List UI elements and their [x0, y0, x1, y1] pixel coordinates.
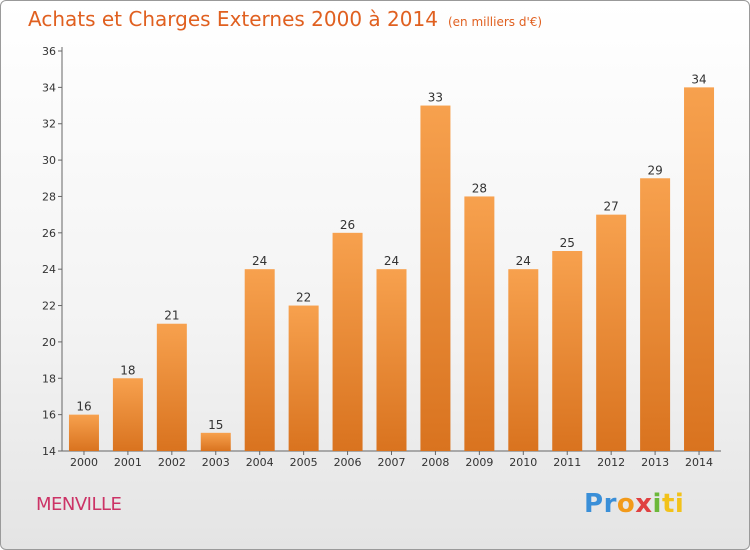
bar-2008 — [420, 105, 451, 451]
data-label: 25 — [560, 236, 575, 250]
y-tick-label: 22 — [42, 300, 56, 313]
logo-letter: r — [603, 489, 617, 519]
x-tick-label: 2012 — [597, 456, 625, 469]
y-tick-label: 36 — [42, 45, 56, 58]
data-label: 27 — [604, 200, 619, 214]
bar-2005 — [288, 305, 319, 451]
bar-2014 — [684, 87, 715, 451]
y-tick-label: 14 — [42, 445, 56, 458]
chart-title-text: Achats et Charges Externes 2000 à 2014 — [28, 7, 438, 31]
y-tick-label: 30 — [42, 154, 56, 167]
logo-letter: o — [616, 489, 636, 519]
y-tick-label: 34 — [42, 81, 56, 94]
data-label: 24 — [252, 254, 267, 268]
logo-letter: i — [652, 489, 662, 519]
bar-2011 — [552, 251, 583, 451]
bar-2009 — [464, 196, 495, 451]
bar-2010 — [508, 269, 539, 451]
logo-letter: x — [635, 489, 653, 519]
y-tick-label: 16 — [42, 409, 56, 422]
bar-2007 — [376, 269, 407, 451]
data-label: 28 — [472, 181, 487, 195]
x-tick-label: 2005 — [290, 456, 318, 469]
chart-title: Achats et Charges Externes 2000 à 2014 (e… — [28, 7, 542, 31]
x-tick-label: 2004 — [246, 456, 274, 469]
data-label: 24 — [384, 254, 399, 268]
y-tick-label: 32 — [42, 118, 56, 131]
x-tick-label: 2013 — [641, 456, 669, 469]
x-tick-label: 2000 — [70, 456, 98, 469]
commune-name: MENVILLE — [36, 494, 122, 515]
data-label: 22 — [296, 291, 311, 305]
bar-2013 — [640, 178, 671, 452]
bar-2012 — [596, 214, 627, 451]
x-tick-label: 2007 — [378, 456, 406, 469]
bar-2000 — [68, 414, 99, 451]
chart-unit: (en milliers d'€) — [447, 15, 543, 29]
y-tick-label: 28 — [42, 190, 56, 203]
x-tick-label: 2009 — [465, 456, 493, 469]
y-tick-label: 18 — [42, 372, 56, 385]
y-tick-label: 20 — [42, 336, 56, 349]
x-tick-label: 2008 — [421, 456, 449, 469]
x-tick-label: 2014 — [685, 456, 713, 469]
data-label: 29 — [647, 163, 662, 177]
data-label: 21 — [164, 309, 179, 323]
x-tick-label: 2001 — [114, 456, 142, 469]
data-label: 26 — [340, 218, 355, 232]
bar-2004 — [244, 269, 275, 451]
data-label: 15 — [208, 418, 223, 432]
data-label: 33 — [428, 91, 443, 105]
x-tick-label: 2010 — [509, 456, 537, 469]
logo-letter: P — [584, 489, 604, 519]
bar-2002 — [156, 323, 187, 451]
data-label: 24 — [516, 254, 531, 268]
x-tick-label: 2006 — [334, 456, 362, 469]
bar-2006 — [332, 232, 363, 451]
y-tick-label: 26 — [42, 227, 56, 240]
x-tick-label: 2011 — [553, 456, 581, 469]
x-tick-label: 2003 — [202, 456, 230, 469]
bar-2001 — [112, 378, 143, 451]
x-tick-label: 2002 — [158, 456, 186, 469]
proxiti-logo: Proxiti — [584, 489, 684, 519]
y-tick-label: 24 — [42, 263, 56, 276]
data-label: 16 — [76, 400, 91, 414]
data-label: 34 — [691, 72, 706, 86]
data-label: 18 — [120, 363, 135, 377]
bar-2003 — [200, 432, 231, 451]
logo-letter: ti — [661, 489, 685, 519]
